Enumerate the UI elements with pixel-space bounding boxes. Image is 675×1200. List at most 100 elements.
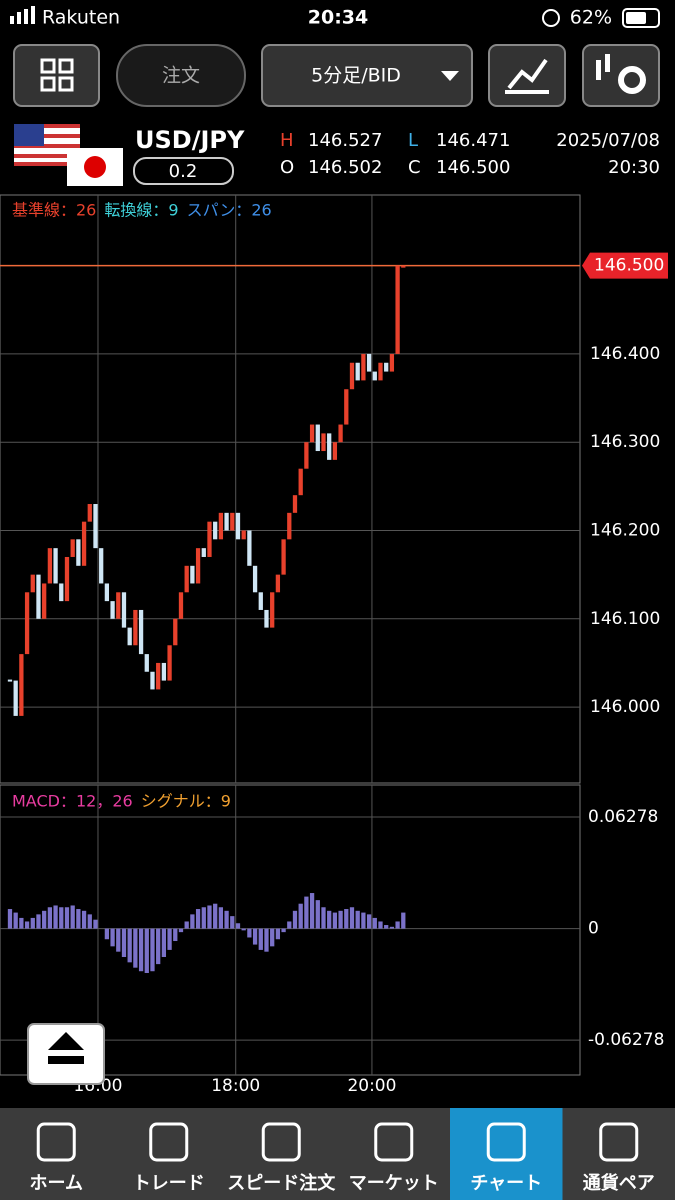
y-tick-label: 146.200 — [590, 520, 660, 540]
histogram-bar — [235, 923, 241, 929]
candle — [167, 645, 172, 681]
candle — [315, 424, 320, 452]
histogram-bar — [252, 928, 258, 945]
tab-icon — [36, 1122, 76, 1162]
x-tick-label: 20:00 — [347, 1076, 396, 1096]
candle — [190, 565, 195, 584]
histogram-bar — [378, 921, 383, 929]
histogram-bar — [366, 914, 372, 929]
histogram-bar — [36, 914, 41, 929]
candle — [395, 265, 400, 354]
candle — [161, 662, 167, 681]
candle — [64, 556, 70, 602]
histogram-bar — [144, 928, 149, 974]
histogram-bar — [150, 928, 155, 972]
histogram-bar — [275, 928, 281, 940]
signal-icon — [10, 6, 35, 24]
tab-label[interactable]: ホーム — [30, 1173, 83, 1194]
histogram-bar — [53, 905, 58, 929]
candle — [19, 654, 24, 716]
timeframe-select[interactable] — [261, 44, 473, 107]
candle — [304, 442, 309, 469]
candle — [213, 521, 218, 540]
battery-level — [626, 12, 646, 24]
histogram-bar — [190, 914, 195, 929]
histogram-bar — [349, 907, 355, 929]
quote-label: O — [280, 157, 294, 178]
histogram-bar — [24, 921, 30, 929]
menu-button[interactable] — [13, 44, 100, 107]
candle — [332, 442, 338, 460]
candle — [230, 512, 235, 531]
tab-icon — [261, 1122, 301, 1162]
histogram-bar — [184, 921, 189, 929]
dropdown-arrow — [441, 71, 459, 81]
candle — [264, 609, 269, 628]
histogram-bar — [309, 893, 315, 929]
clock: 20:34 — [308, 7, 368, 29]
candle — [201, 548, 206, 557]
candle — [138, 609, 144, 655]
y-tick-label: 0.06278 — [588, 807, 658, 827]
histogram-bar — [344, 909, 349, 929]
histogram-bar — [287, 921, 292, 929]
candle — [378, 362, 383, 381]
histogram-bar — [133, 928, 138, 968]
candle — [7, 679, 13, 682]
candle — [401, 265, 406, 268]
candle — [258, 592, 263, 610]
histogram-bar — [59, 907, 64, 929]
candle — [241, 530, 246, 540]
histogram-bar — [195, 909, 201, 929]
candle — [235, 512, 241, 540]
candle — [327, 433, 332, 460]
candle — [47, 548, 53, 584]
x-tick-label: 18:00 — [211, 1076, 260, 1096]
y-tick-label: 146.000 — [590, 697, 660, 717]
y-tick-label: 0 — [588, 919, 599, 939]
order-button[interactable] — [116, 44, 246, 107]
candle — [116, 592, 121, 619]
quote-value: 146.527 — [308, 130, 382, 151]
carrier: Rakuten — [42, 7, 120, 29]
spread-box — [133, 157, 234, 185]
histogram-bar — [156, 928, 161, 965]
histogram-bar — [355, 910, 360, 929]
histogram-bar — [332, 912, 338, 929]
candle — [59, 583, 64, 602]
candle — [207, 521, 212, 557]
histogram-bar — [338, 910, 343, 929]
spread: 0.2 — [169, 161, 198, 182]
quote-value: 146.502 — [308, 157, 382, 178]
tab-icon — [149, 1122, 189, 1162]
macd-panel — [0, 784, 581, 1076]
eject-icon — [48, 1032, 84, 1064]
histogram-bar — [401, 912, 406, 929]
histogram-bar — [93, 919, 98, 929]
collapse-button[interactable] — [27, 1023, 105, 1085]
candle — [389, 353, 395, 372]
candle — [184, 565, 189, 593]
histogram-bar — [207, 905, 212, 929]
histogram-bar — [121, 928, 127, 958]
candle — [292, 495, 298, 513]
tab-label[interactable]: トレード — [133, 1173, 205, 1194]
tab-label[interactable]: マーケット — [349, 1173, 439, 1194]
candle — [127, 627, 132, 646]
candle — [173, 618, 178, 646]
histogram-bar — [298, 903, 303, 929]
candle — [87, 504, 92, 522]
candle — [24, 592, 30, 655]
histogram-bar — [361, 912, 366, 929]
histogram-bar — [173, 928, 178, 942]
candle — [344, 389, 349, 425]
tab-label[interactable]: 通貨ペア — [583, 1172, 655, 1194]
quote-label: L — [408, 130, 418, 151]
candle — [156, 662, 161, 690]
tab-label[interactable]: チャート — [470, 1173, 542, 1194]
tab-label[interactable]: スピード注文 — [227, 1172, 336, 1194]
candle — [70, 539, 75, 557]
histogram-bar — [161, 928, 167, 958]
current-price-label: 146.500 — [594, 256, 664, 276]
quote-value: 146.500 — [436, 157, 510, 178]
